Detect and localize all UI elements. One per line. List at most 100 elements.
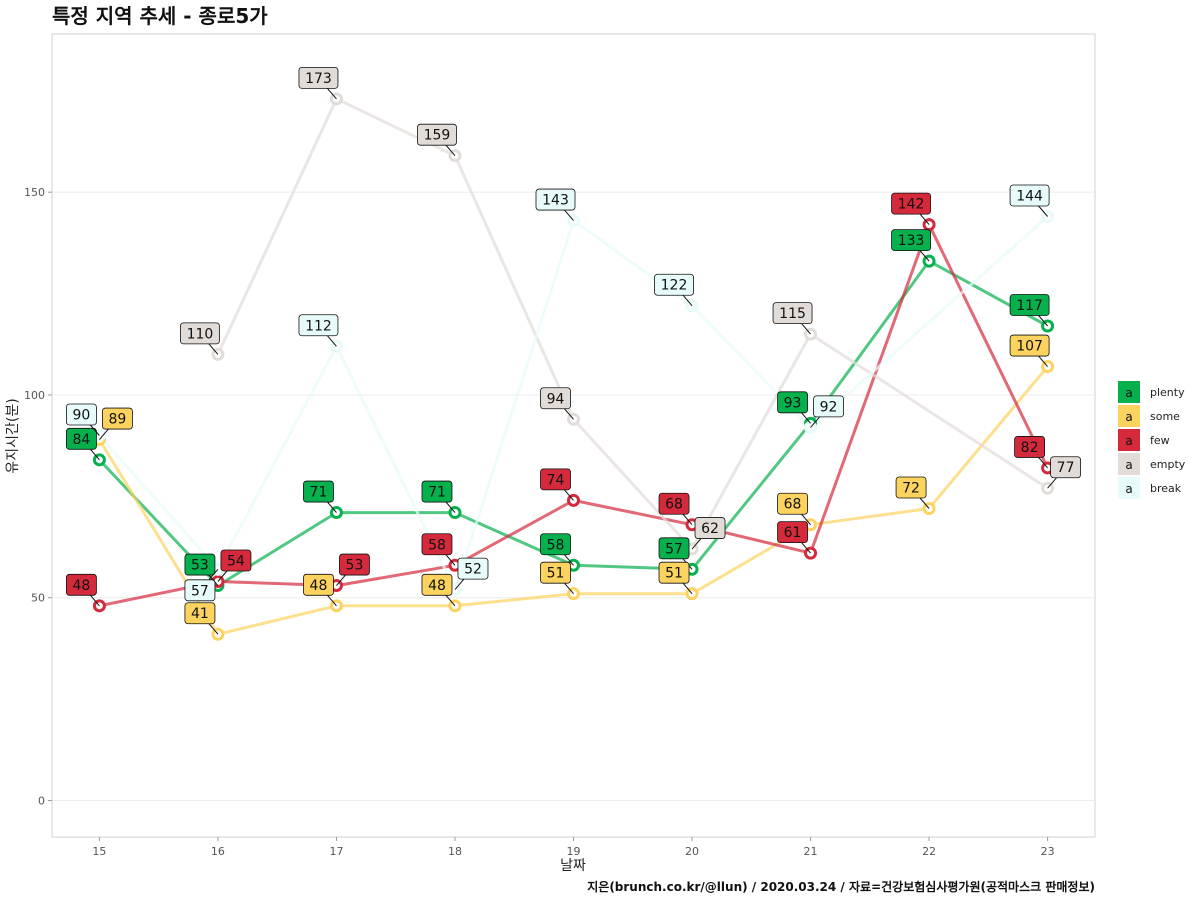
data-label-box-few: [777, 521, 808, 544]
legend-label-break: break: [1150, 482, 1182, 495]
legend-key-letter: a: [1125, 434, 1132, 448]
data-label-few: 58: [428, 537, 446, 553]
data-label-box-some: [540, 561, 571, 584]
y-axis-title: 유지시간(분): [5, 398, 21, 473]
data-label-few: 54: [227, 554, 245, 570]
legend-key-some: [1118, 405, 1140, 427]
data-label-box-empty: [298, 66, 339, 89]
data-label-box-some: [184, 602, 216, 625]
data-label-box-break: [66, 403, 97, 426]
data-label-some: 51: [547, 566, 565, 582]
legend-key-few: [1118, 429, 1140, 451]
data-label-box-some: [421, 573, 453, 596]
x-tick-label: 23: [1041, 845, 1055, 858]
y-tick-label: 150: [24, 186, 45, 199]
data-label-box-empty: [1050, 456, 1081, 479]
data-label-plenty: 71: [428, 485, 446, 501]
data-label-some: 89: [108, 412, 126, 428]
data-label-some: 72: [902, 481, 920, 497]
data-label-plenty: 117: [1016, 298, 1043, 314]
x-tick-label: 17: [329, 845, 343, 858]
chart-title: 특정 지역 추세 - 종로5가: [52, 4, 268, 28]
data-label-box-plenty: [421, 480, 453, 503]
data-label-break: 144: [1016, 189, 1043, 205]
data-label-empty: 115: [779, 306, 806, 322]
data-label-box-plenty: [1009, 294, 1050, 316]
data-label-box-break: [813, 395, 844, 418]
data-label-break: 90: [72, 408, 90, 424]
x-tick-label: 18: [448, 845, 462, 858]
data-label-box-few: [540, 468, 571, 491]
data-label-box-plenty: [891, 229, 931, 252]
data-label-plenty: 93: [784, 395, 802, 411]
data-label-plenty: 71: [310, 485, 328, 501]
legend-label-few: few: [1150, 434, 1170, 447]
y-axis: 0 50 100 150: [24, 186, 52, 808]
plot-panel: [51, 33, 1096, 838]
data-label-box-some: [102, 407, 133, 430]
y-tick-label: 0: [38, 795, 45, 808]
x-tick-label: 16: [211, 845, 225, 858]
data-label-box-some: [895, 476, 927, 499]
data-label-box-break: [535, 188, 576, 211]
data-label-some: 107: [1016, 339, 1043, 355]
data-label-box-some: [658, 561, 690, 584]
data-label-empty: 173: [305, 71, 332, 87]
legend-key-letter: a: [1125, 482, 1132, 496]
data-label-box-plenty: [540, 533, 571, 556]
data-label-break: 112: [305, 318, 332, 334]
data-label-plenty: 58: [547, 537, 565, 553]
data-label-box-some: [1009, 334, 1050, 357]
data-label-break: 122: [661, 278, 688, 294]
data-label-few: 68: [665, 497, 683, 513]
y-tick-label: 100: [24, 389, 45, 402]
data-label-few: 53: [346, 558, 364, 574]
data-label-box-few: [658, 492, 690, 515]
data-label-empty: 110: [187, 326, 214, 342]
data-label-some: 51: [665, 566, 683, 582]
legend-key-letter: a: [1125, 386, 1132, 400]
data-label-box-plenty: [658, 537, 690, 560]
data-label-some: 48: [428, 578, 446, 594]
caption: 지은(brunch.co.kr/@llun) / 2020.03.24 / 자료…: [587, 879, 1095, 894]
data-label-break: 57: [191, 583, 209, 599]
data-label-box-break: [298, 314, 339, 337]
data-label-few: 74: [547, 472, 565, 488]
data-label-box-few: [220, 549, 252, 572]
x-axis-title: 날짜: [560, 858, 586, 874]
data-label-empty: 77: [1057, 460, 1075, 476]
data-label-box-empty: [694, 517, 726, 539]
data-label-few: 142: [898, 197, 925, 213]
data-label-box-break: [457, 557, 489, 580]
data-label-box-empty: [772, 302, 813, 325]
data-label-break: 143: [542, 193, 569, 209]
data-label-plenty: 133: [898, 233, 925, 249]
data-label-box-break: [1009, 184, 1050, 207]
legend-label-empty: empty: [1150, 458, 1186, 471]
x-tick-label: 19: [567, 845, 581, 858]
data-label-plenty: 84: [72, 432, 90, 448]
legend: a plenty a some a few a empty a break: [1118, 381, 1186, 499]
data-label-box-empty: [180, 322, 220, 345]
data-label-empty: 159: [424, 128, 451, 144]
data-label-box-break: [184, 579, 216, 602]
legend-key-letter: a: [1125, 458, 1132, 472]
x-tick-label: 15: [92, 845, 106, 858]
x-axis: 15 16 17 18 19 20 21 22 23: [92, 837, 1055, 858]
data-label-few: 61: [784, 525, 802, 541]
data-label-box-plenty: [184, 553, 216, 576]
data-label-box-empty: [417, 123, 457, 146]
legend-label-some: some: [1150, 410, 1180, 423]
x-tick-label: 22: [922, 845, 936, 858]
legend-key-empty: [1118, 453, 1140, 475]
data-label-few: 48: [72, 578, 90, 594]
data-label-plenty: 57: [665, 541, 683, 557]
data-label-few: 82: [1021, 440, 1039, 456]
data-label-break: 52: [464, 562, 482, 578]
data-label-box-few: [891, 192, 931, 215]
legend-key-letter: a: [1125, 410, 1132, 424]
data-label-box-few: [339, 553, 370, 576]
y-tick-label: 50: [31, 592, 45, 605]
x-tick-label: 20: [685, 845, 699, 858]
